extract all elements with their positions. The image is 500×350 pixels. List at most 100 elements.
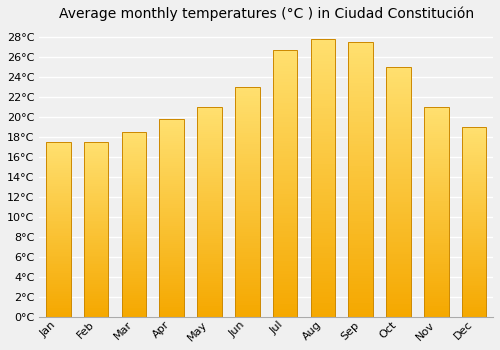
Bar <box>235 308 260 310</box>
Bar <box>348 111 373 113</box>
Bar <box>386 274 411 277</box>
Bar <box>273 50 297 317</box>
Bar <box>386 92 411 94</box>
Bar <box>310 153 335 155</box>
Bar <box>348 188 373 190</box>
Bar <box>424 178 448 180</box>
Bar <box>386 149 411 152</box>
Bar <box>348 121 373 124</box>
Bar <box>197 130 222 132</box>
Bar <box>197 224 222 226</box>
Bar <box>122 272 146 274</box>
Bar <box>462 237 486 239</box>
Bar <box>197 126 222 128</box>
Bar <box>122 228 146 230</box>
Bar <box>160 162 184 164</box>
Bar <box>160 188 184 190</box>
Bar <box>235 271 260 273</box>
Bar <box>235 186 260 188</box>
Bar <box>46 182 70 184</box>
Bar <box>197 300 222 302</box>
Bar <box>46 168 70 170</box>
Bar <box>424 203 448 205</box>
Bar <box>462 243 486 245</box>
Bar <box>84 142 108 317</box>
Bar <box>235 303 260 305</box>
Bar <box>386 187 411 189</box>
Bar <box>310 167 335 169</box>
Bar <box>235 225 260 227</box>
Bar <box>386 204 411 207</box>
Bar <box>197 220 222 222</box>
Bar <box>462 176 486 178</box>
Bar <box>273 266 297 269</box>
Bar <box>46 254 70 256</box>
Bar <box>386 184 411 187</box>
Bar <box>46 145 70 147</box>
Bar <box>348 229 373 232</box>
Bar <box>235 135 260 138</box>
Bar <box>348 254 373 256</box>
Bar <box>310 303 335 306</box>
Bar <box>310 105 335 108</box>
Bar <box>160 204 184 206</box>
Bar <box>348 240 373 243</box>
Bar <box>424 315 448 317</box>
Bar <box>386 252 411 254</box>
Bar <box>462 173 486 174</box>
Bar <box>122 295 146 296</box>
Bar <box>235 160 260 163</box>
Bar <box>462 303 486 306</box>
Bar <box>197 281 222 283</box>
Bar <box>462 178 486 180</box>
Bar <box>197 155 222 157</box>
Bar <box>122 269 146 271</box>
Bar <box>348 119 373 121</box>
Bar <box>424 224 448 226</box>
Bar <box>386 147 411 149</box>
Bar <box>462 294 486 296</box>
Bar <box>462 224 486 226</box>
Bar <box>235 183 260 186</box>
Bar <box>46 224 70 226</box>
Bar <box>462 230 486 231</box>
Bar <box>84 262 108 264</box>
Bar <box>46 205 70 206</box>
Bar <box>386 119 411 122</box>
Bar <box>273 103 297 106</box>
Bar <box>122 246 146 248</box>
Bar <box>122 173 146 174</box>
Bar <box>235 142 260 144</box>
Bar <box>84 304 108 306</box>
Bar <box>197 119 222 121</box>
Bar <box>122 206 146 208</box>
Bar <box>160 131 184 133</box>
Bar <box>197 172 222 174</box>
Bar <box>122 220 146 223</box>
Bar <box>122 258 146 259</box>
Bar <box>122 315 146 317</box>
Bar <box>462 138 486 140</box>
Bar <box>310 231 335 233</box>
Bar <box>386 247 411 249</box>
Bar <box>310 292 335 295</box>
Bar <box>160 271 184 273</box>
Bar <box>46 270 70 271</box>
Bar <box>197 153 222 155</box>
Bar <box>160 123 184 125</box>
Bar <box>122 239 146 241</box>
Bar <box>197 168 222 170</box>
Bar <box>160 269 184 271</box>
Bar <box>273 98 297 100</box>
Bar <box>348 42 373 317</box>
Bar <box>424 153 448 155</box>
Bar <box>462 195 486 197</box>
Bar <box>84 228 108 229</box>
Bar <box>160 313 184 315</box>
Bar <box>84 256 108 257</box>
Bar <box>84 298 108 299</box>
Bar <box>84 294 108 296</box>
Bar <box>462 163 486 165</box>
Bar <box>160 164 184 166</box>
Bar <box>386 172 411 174</box>
